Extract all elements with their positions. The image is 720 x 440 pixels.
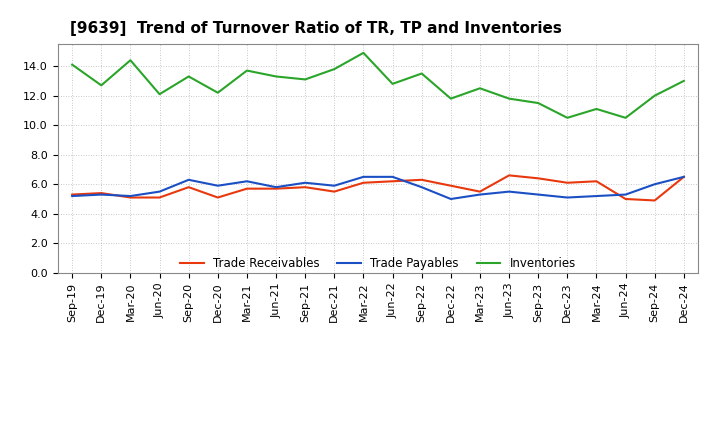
Inventories [476, 86, 485, 91]
Trade Receivables [505, 173, 513, 178]
Trade Payables [534, 192, 543, 197]
Trade Payables [650, 182, 659, 187]
Inventories [243, 68, 251, 73]
Trade Receivables [534, 176, 543, 181]
Trade Receivables [563, 180, 572, 185]
Inventories [213, 90, 222, 95]
Trade Payables [505, 189, 513, 194]
Inventories [650, 93, 659, 98]
Trade Receivables [126, 195, 135, 200]
Trade Payables [126, 194, 135, 199]
Trade Receivables [243, 186, 251, 191]
Inventories [621, 115, 630, 121]
Inventories [126, 58, 135, 63]
Trade Payables [301, 180, 310, 185]
Inventories [418, 71, 426, 76]
Trade Receivables [301, 184, 310, 190]
Trade Receivables [271, 186, 280, 191]
Trade Payables [243, 179, 251, 184]
Line: Trade Receivables: Trade Receivables [72, 176, 684, 201]
Trade Payables [446, 196, 455, 202]
Trade Payables [359, 174, 368, 180]
Trade Payables [680, 174, 688, 180]
Trade Payables [330, 183, 338, 188]
Trade Receivables [476, 189, 485, 194]
Inventories [68, 62, 76, 67]
Inventories [388, 81, 397, 87]
Trade Receivables [388, 179, 397, 184]
Trade Payables [388, 174, 397, 180]
Trade Payables [97, 192, 106, 197]
Inventories [184, 74, 193, 79]
Inventories [330, 66, 338, 72]
Inventories [446, 96, 455, 101]
Inventories [680, 78, 688, 84]
Inventories [301, 77, 310, 82]
Inventories [563, 115, 572, 121]
Trade Payables [592, 194, 600, 199]
Inventories [505, 96, 513, 101]
Trade Receivables [592, 179, 600, 184]
Trade Receivables [359, 180, 368, 185]
Trade Receivables [68, 192, 76, 197]
Trade Payables [184, 177, 193, 183]
Trade Payables [476, 192, 485, 197]
Trade Payables [213, 183, 222, 188]
Trade Payables [68, 194, 76, 199]
Trade Receivables [184, 184, 193, 190]
Line: Trade Payables: Trade Payables [72, 177, 684, 199]
Inventories [534, 100, 543, 106]
Trade Receivables [156, 195, 164, 200]
Trade Payables [156, 189, 164, 194]
Inventories [359, 50, 368, 55]
Trade Receivables [97, 191, 106, 196]
Inventories [156, 92, 164, 97]
Trade Receivables [446, 183, 455, 188]
Inventories [592, 106, 600, 112]
Trade Payables [563, 195, 572, 200]
Trade Receivables [213, 195, 222, 200]
Inventories [271, 74, 280, 79]
Trade Receivables [680, 174, 688, 180]
Trade Receivables [330, 189, 338, 194]
Text: [9639]  Trend of Turnover Ratio of TR, TP and Inventories: [9639] Trend of Turnover Ratio of TR, TP… [71, 21, 562, 36]
Trade Receivables [418, 177, 426, 183]
Legend: Trade Receivables, Trade Payables, Inventories: Trade Receivables, Trade Payables, Inven… [175, 253, 581, 275]
Trade Payables [621, 192, 630, 197]
Trade Payables [418, 184, 426, 190]
Trade Payables [271, 184, 280, 190]
Trade Receivables [621, 196, 630, 202]
Trade Receivables [650, 198, 659, 203]
Inventories [97, 83, 106, 88]
Line: Inventories: Inventories [72, 53, 684, 118]
